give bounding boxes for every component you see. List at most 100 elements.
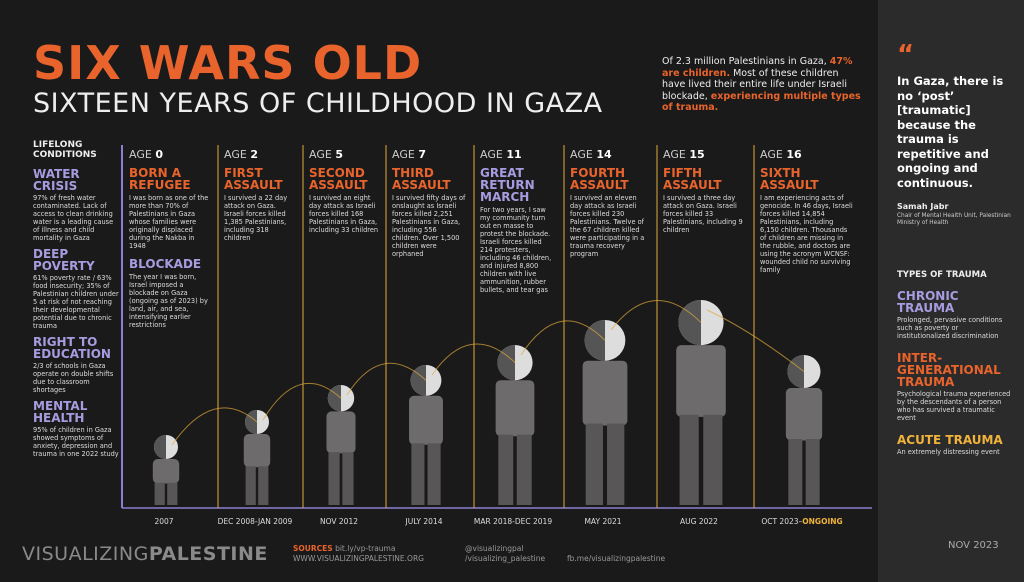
- figure-body: [676, 345, 726, 417]
- subtitle: SIXTEEN YEARS OF CHILDHOOD IN GAZA: [33, 88, 603, 119]
- figure-body: [326, 411, 356, 454]
- age-label: AGE: [760, 148, 783, 161]
- age: AGE 7: [392, 148, 472, 161]
- age: AGE 11: [480, 148, 562, 161]
- age-label: AGE: [570, 148, 593, 161]
- stage: AGE 15 FIFTH ASSAULT I survived a three da…: [663, 148, 751, 234]
- date: DEC 2008-JAN 2009: [205, 517, 305, 526]
- stage-title: THIRD ASSAULT: [392, 166, 451, 192]
- date-text: MAY 2021: [584, 517, 622, 526]
- age-value: 15: [689, 148, 705, 161]
- social: @visualizingpal /visualizing_palestine: [465, 544, 545, 564]
- age: AGE 16: [760, 148, 860, 161]
- age: AGE 2: [224, 148, 302, 161]
- title: SIX WARS OLD: [33, 36, 423, 90]
- trauma-thread: [706, 309, 805, 372]
- date-text: 2007: [154, 517, 174, 526]
- quote-role: Chair of Mental Health Unit, Palestinian…: [897, 213, 1011, 226]
- condition-text: 2/3 of schools in Gaza operate on double…: [33, 362, 114, 394]
- stage-text: I survived fifty days of onslaught as Is…: [392, 194, 466, 258]
- sidebar-date: NOV 2023: [948, 540, 999, 551]
- date-text: NOV 2012: [320, 517, 358, 526]
- stage: AGE 2 FIRST ASSAULT I survived a 22 day at…: [224, 148, 302, 242]
- figure-mask: [410, 365, 426, 396]
- instagram[interactable]: /visualizing_palestine: [465, 554, 546, 563]
- condition-text: 61% poverty rate / 63% food insecurity; …: [33, 274, 119, 330]
- figure-body: [495, 380, 535, 437]
- stage-text: The year I was born, Israel imposed a bl…: [129, 273, 208, 329]
- figure-body: [582, 360, 628, 426]
- website[interactable]: WWW.VISUALIZINGPALESTINE.ORG: [293, 554, 424, 563]
- figure-leg: [411, 443, 425, 505]
- date: NOV 2012: [289, 517, 389, 526]
- stage: AGE 0 BORN A REFUGEE I was born as one of …: [129, 148, 215, 329]
- age-value: 2: [250, 148, 258, 161]
- stage-text: I survived an eight day attack as Israel…: [309, 194, 379, 234]
- age-label: AGE: [480, 148, 503, 161]
- figure-leg: [258, 466, 269, 505]
- age-value: 14: [596, 148, 612, 161]
- date-text: DEC 2008-JAN 2009: [217, 517, 293, 526]
- figure-leg: [328, 452, 340, 505]
- stage-text: I am experiencing acts of genocide. In 4…: [760, 194, 853, 274]
- age-label: AGE: [309, 148, 332, 161]
- date: OCT 2023–ONGOING: [752, 517, 852, 526]
- age-label: AGE: [129, 148, 152, 161]
- twitter[interactable]: @visualizingpal: [465, 544, 524, 553]
- date: MAR 2018-DEC 2019: [463, 517, 563, 526]
- age-label: AGE: [663, 148, 686, 161]
- stage-text: I survived an eleven day attack as Israe…: [570, 194, 645, 258]
- condition-title: WATER CRISIS: [33, 167, 80, 193]
- stage-title: FIFTH ASSAULT: [663, 166, 722, 192]
- age-value: 11: [506, 148, 522, 161]
- date-text: JULY 2014: [405, 517, 443, 526]
- sources-url[interactable]: bit.ly/vp-trauma: [335, 544, 396, 553]
- age-value: 0: [155, 148, 163, 161]
- figure-mask: [497, 345, 515, 381]
- figure-leg: [167, 482, 178, 505]
- brand-part: VISUALIZING: [22, 543, 149, 565]
- stage-text: I was born as one of the more than 70% o…: [129, 194, 209, 250]
- intro-highlight: experiencing multiple types of trauma.: [662, 90, 861, 114]
- trauma-thread: [520, 320, 606, 356]
- facebook[interactable]: fb.me/visualizingpalestine: [567, 554, 666, 563]
- stage-title: SIXTH ASSAULT: [760, 166, 819, 192]
- date: MAY 2021: [553, 517, 653, 526]
- intro-text: Of 2.3 million Palestinians in Gaza,: [662, 56, 827, 67]
- stage-title: GREAT RETURN MARCH: [480, 166, 535, 204]
- conditions: WATER CRISIS 97% of fresh water contamina…: [33, 168, 119, 458]
- date-text: OCT 2023–: [761, 517, 803, 526]
- stage: AGE 16 SIXTH ASSAULT I am experiencing act…: [760, 148, 860, 274]
- sources-label: SOURCES: [293, 544, 333, 553]
- quote: In Gaza, there is no ‘post’ [traumatic] …: [897, 74, 1004, 190]
- brand: VISUALIZINGPALESTINE: [22, 543, 268, 565]
- figure-mask: [245, 410, 257, 434]
- stage-title: BORN A REFUGEE: [129, 166, 191, 192]
- figure-leg: [154, 482, 165, 505]
- age: AGE 0: [129, 148, 215, 161]
- intro-highlight: 47% are children.: [662, 56, 853, 79]
- date: JULY 2014: [374, 517, 474, 526]
- types-heading: TYPES OF TRAUMA: [897, 270, 987, 280]
- stage-title: FOURTH ASSAULT: [570, 166, 629, 192]
- figure-leg: [788, 439, 803, 505]
- date-text: AUG 2022: [680, 517, 718, 526]
- type-text: Psychological trauma experienced by the …: [897, 390, 1011, 422]
- figure-body: [409, 395, 443, 445]
- age: AGE 5: [309, 148, 385, 161]
- intro-text: Most of these children have lived their …: [662, 67, 848, 102]
- condition-title: DEEP POVERTY: [33, 247, 95, 273]
- age-value: 5: [335, 148, 343, 161]
- stage: AGE 7 THIRD ASSAULT I survived fifty days …: [392, 148, 472, 258]
- trauma-thread: [171, 407, 258, 446]
- date: AUG 2022: [649, 517, 749, 526]
- figure-leg: [245, 466, 256, 505]
- stage-title: BLOCKADE: [129, 257, 202, 271]
- quote-author: Samah Jabr: [897, 202, 949, 211]
- brand-part: PALESTINE: [148, 543, 268, 565]
- condition-title: RIGHT TO EDUCATION: [33, 335, 111, 361]
- figure-mask: [327, 385, 341, 412]
